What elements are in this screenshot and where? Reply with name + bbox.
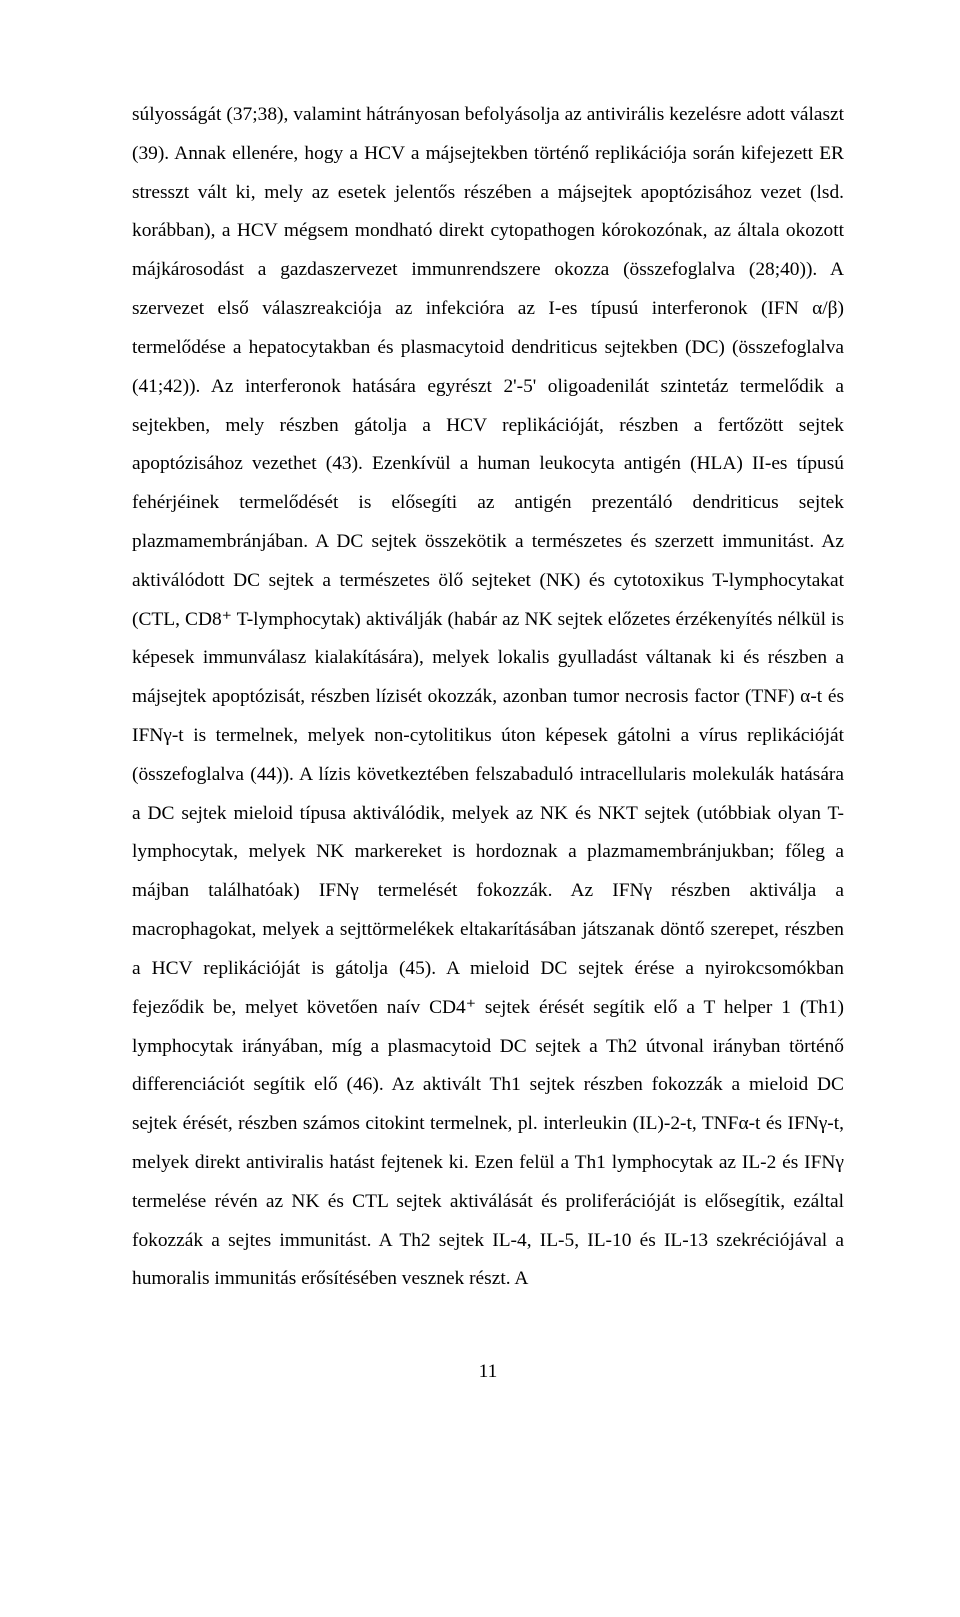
- page-number: 11: [132, 1361, 844, 1383]
- body-paragraph: súlyosságát (37;38), valamint hátrányosa…: [132, 96, 844, 1299]
- document-body: súlyosságát (37;38), valamint hátrányosa…: [132, 96, 844, 1299]
